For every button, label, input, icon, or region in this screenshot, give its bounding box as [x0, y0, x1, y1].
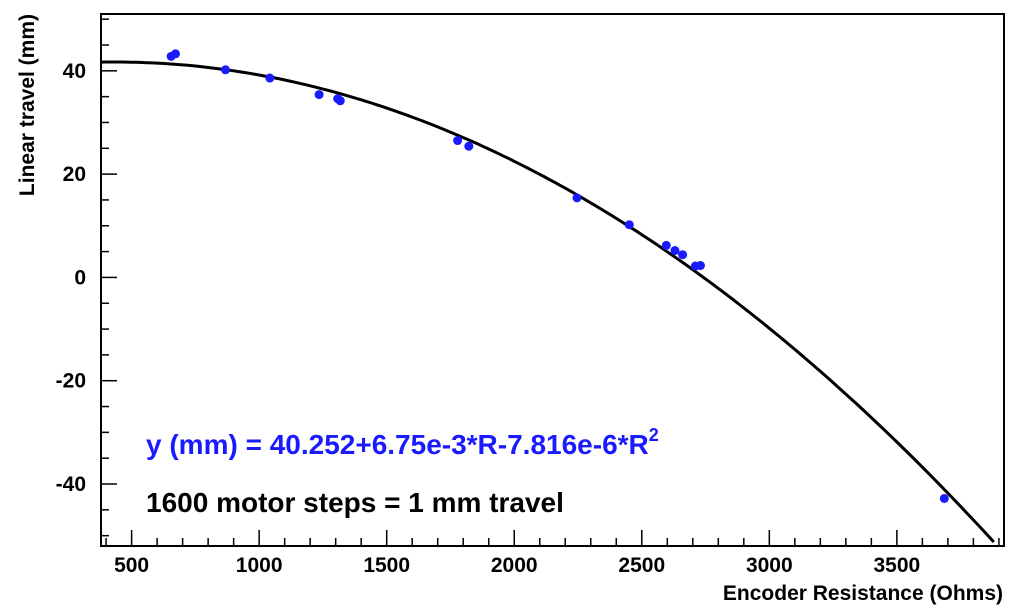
data-point [265, 73, 275, 83]
tick-labels: 500 1000 1500 2000 2500 3000 3500 -40 -20 0 20 40 [56, 60, 921, 577]
data-point [453, 136, 463, 146]
data-point [464, 141, 474, 151]
data-point [314, 90, 324, 100]
y-tick-label: -40 [56, 473, 86, 496]
x-tick-label: 500 [114, 554, 149, 577]
data-point [695, 261, 705, 271]
motor-steps-annotation: 1600 motor steps = 1 mm travel [146, 487, 564, 518]
data-point [939, 493, 949, 503]
x-tick-label: 3500 [874, 554, 921, 577]
x-axis-title: Encoder Resistance (Ohms) [723, 582, 1003, 605]
data-points [166, 49, 949, 503]
plot-frame [100, 13, 1005, 547]
y-tick-label: 40 [63, 60, 86, 83]
y-tick-label: 0 [74, 266, 86, 289]
data-point [670, 246, 680, 256]
y-tick-label: -20 [56, 370, 86, 393]
data-point [170, 49, 180, 59]
x-tick-label: 2000 [491, 554, 538, 577]
fit-equation-annotation: y (mm) = 40.252+6.75e-3*R-7.816e-6*R2 [146, 425, 659, 460]
fit-equation-text: y (mm) = 40.252+6.75e-3*R-7.816e-6*R [146, 429, 649, 460]
data-point [678, 250, 688, 260]
x-tick-label: 2500 [618, 554, 665, 577]
fit-curve [100, 60, 995, 544]
x-tick-label: 1000 [236, 554, 283, 577]
data-point [661, 240, 671, 250]
fit-equation-superscript: 2 [649, 425, 659, 445]
data-point [335, 96, 345, 106]
data-point [624, 220, 634, 230]
data-point [220, 65, 230, 75]
ticks [101, 18, 1000, 546]
x-tick-label: 1500 [363, 554, 410, 577]
y-axis-title: Linear travel (mm) [16, 14, 39, 196]
data-point [572, 193, 582, 203]
x-tick-label: 3000 [746, 554, 793, 577]
y-tick-label: 20 [63, 163, 86, 186]
